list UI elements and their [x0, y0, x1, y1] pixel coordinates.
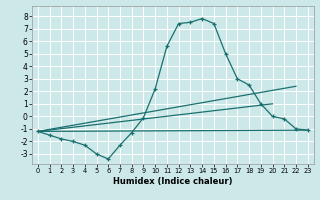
X-axis label: Humidex (Indice chaleur): Humidex (Indice chaleur)	[113, 177, 233, 186]
